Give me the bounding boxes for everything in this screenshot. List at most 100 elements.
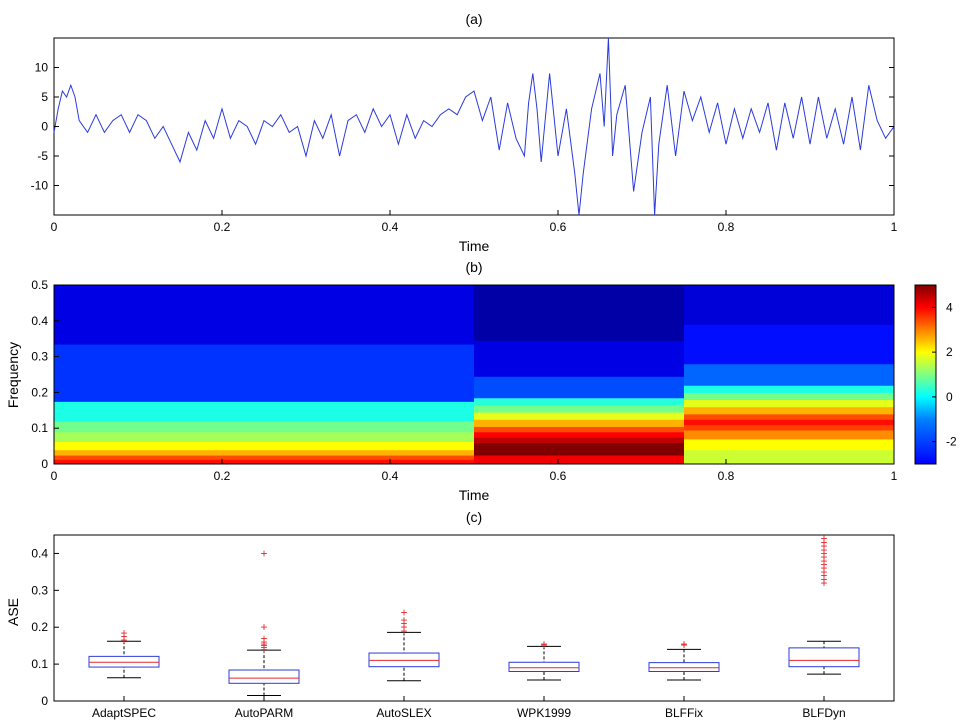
panel-a-y-ticks: 10 5 0 -5 -10 [31,61,894,193]
panel-a-title: (a) [465,11,482,27]
heatmap-cell [684,324,895,365]
panel-a-x-tick-label: 0.8 [718,220,735,234]
outlier-marker: + [540,638,547,652]
heatmap-cell [684,419,895,426]
outlier-marker: + [260,642,267,656]
outlier-marker: + [400,624,407,638]
panel-b-y-tick-label: 0.1 [31,421,48,435]
panel-c-y-tick-label: 0 [41,694,48,708]
heatmap-cell [684,406,895,415]
heatmap-cell [474,442,685,456]
colorbar-tick-label: 2 [946,345,953,359]
panel-a-x-ticks: 0 0.2 0.4 0.6 0.8 1 [51,210,898,234]
panel-b-y-tick-label: 0 [41,457,48,471]
outlier-marker: + [260,635,267,649]
outlier-marker: + [400,620,407,634]
heatmap-cell [54,421,475,433]
outlier-marker: + [400,605,407,619]
heatmap-cell [474,419,685,427]
panel-c-x-tick-label: BLFFix [665,706,703,720]
panel-b-y-tick-label: 0.2 [31,385,48,399]
heatmap-cell [54,441,475,451]
heatmap-cell [54,449,475,456]
outlier-marker: + [540,637,547,651]
heatmap-cell [474,437,685,444]
outlier-marker: + [260,546,267,560]
outlier-marker: + [260,637,267,651]
panel-b-x-tick-label: 0.2 [214,469,231,483]
heatmap-cells [54,285,895,465]
panel-c-y-tick-label: 0.3 [31,583,48,597]
panel-a-y-tick-label: -5 [37,149,48,163]
panel-c-y-ticks: 0.4 0.3 0.2 0.1 0 [31,546,59,708]
outlier-marker: + [820,535,827,549]
heatmap-cell [54,401,475,422]
heatmap-cell [54,431,475,442]
outlier-marker: + [820,550,827,564]
panel-b-x-tick-label: 0.8 [718,469,735,483]
colorbar-tick-label: 0 [946,390,953,404]
panel-c-title: (c) [466,509,482,525]
colorbar-ticks: 4 2 0 -2 [932,300,957,449]
panel-a-x-tick-label: 0 [51,220,58,234]
panel-b-x-tick-label: 0 [51,469,58,483]
outlier-marker: + [820,558,827,572]
panel-b-y-tick-label: 0.3 [31,350,48,364]
outlier-marker: + [820,565,827,579]
box [648,662,720,672]
heatmap-cell [684,285,895,325]
panel-b-x-tick-label: 1 [891,469,898,483]
box-plots: ++++++++++++++++++ +++++++++++++++ [88,532,860,696]
colorbar-tick-label: 4 [946,300,953,314]
panel-b-x-label: Time [459,487,490,503]
heatmap-cell [684,449,895,465]
outlier-marker: + [260,641,267,655]
panel-b-y-tick-label: 0.4 [31,314,48,328]
outlier-marker: + [820,539,827,553]
panel-a-y-tick-label: 5 [41,90,48,104]
panel-c-y-label: ASE [5,598,21,626]
box [228,669,300,684]
heatmap-cell [684,399,895,408]
heatmap-cell [474,397,685,406]
panel-b-x-tick-label: 0.6 [550,469,567,483]
panel-a-x-label: Time [459,238,490,254]
heatmap-cell [474,340,685,377]
heatmap-cell [474,404,685,413]
panel-c: (c) ++++++++++++++++++ +++++++++++++++ Ad… [5,509,895,720]
outlier-marker: + [120,626,127,640]
signal-line [53,37,895,216]
heatmap-cell [684,438,895,451]
heatmap-cell [474,431,685,438]
panel-b-title: (b) [465,259,482,275]
outlier-marker: + [820,572,827,586]
outlier-marker: + [260,639,267,653]
outlier-marker: + [680,637,687,651]
heatmap-cell [54,455,475,460]
box [368,652,440,668]
panel-c-y-tick-label: 0.4 [31,546,48,560]
panel-a-x-tick-label: 0.2 [214,220,231,234]
panel-a-y-tick-label: 10 [35,61,49,75]
panel-a-x-tick-label: 0.4 [382,220,399,234]
panel-b-x-ticks: 0 0.2 0.4 0.6 0.8 1 [51,459,898,483]
panel-a: (a) 0 0.2 0.4 0.6 0.8 1 10 5 0 -5 -10 Time [31,11,898,254]
outlier-marker: + [260,620,267,634]
panel-c-x-tick-label: WPK1999 [517,706,571,720]
outlier-marker: + [820,546,827,560]
panel-c-x-tick-label: BLFDyn [802,706,845,720]
panel-c-y-tick-label: 0.2 [31,620,48,634]
panel-b-y-ticks: 0.5 0.4 0.3 0.2 0.1 0 [31,278,59,471]
outlier-marker: + [120,629,127,643]
heatmap-cell [684,413,895,420]
heatmap-cell [54,344,475,402]
heatmap-cell [54,285,475,345]
outlier-marker: + [820,554,827,568]
outlier-marker: + [400,613,407,627]
panel-a-plot-area [53,37,895,216]
heatmap-cell [54,459,475,465]
outlier-marker: + [820,561,827,575]
panel-b-x-tick-label: 0.4 [382,469,399,483]
heatmap-cell [474,285,685,341]
